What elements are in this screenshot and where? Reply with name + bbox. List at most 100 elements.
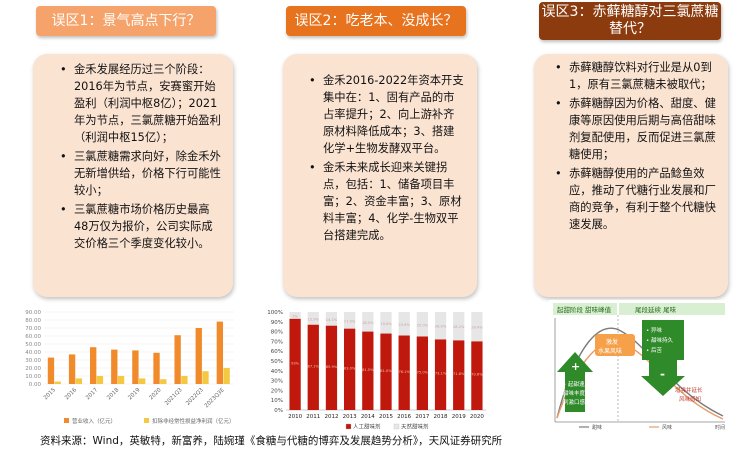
bar-natural <box>416 312 428 337</box>
legend-swatch <box>393 423 400 430</box>
bottom-data-label: 70.6% <box>471 373 483 377</box>
top-data-label: 14.1% <box>326 318 338 322</box>
sweetness-curve-diagram: 起甜阶段 甜味峰值 尾段延续 尾味 • 起甜速度 甜味丰度 刺激口感 + 激发 … <box>549 300 729 430</box>
up-box-line1: • 起甜速度 <box>563 380 590 388</box>
bar-profit <box>117 376 125 384</box>
bar-revenue <box>68 354 76 384</box>
y-tick-label: 40% <box>271 369 283 375</box>
section2-card: 金禾2016-2022年资本开支集中在：1、固有产品的市占率提升；2、向上游补齐… <box>283 54 477 297</box>
section3-bullet-2: 赤藓糖醇因为价格、甜度、健康等原因使用后期与高倍甜味剂复配使用，反而促进三氯蔗糖… <box>555 95 718 163</box>
top-data-label: 18.5% <box>362 321 374 325</box>
x-tick-label: 2018 <box>106 387 120 401</box>
y-tick-label: 70% <box>271 339 283 345</box>
bar-artificial <box>416 336 428 410</box>
bar-profit <box>75 378 82 384</box>
bottom-data-label: 73.1% <box>435 372 447 376</box>
right-box <box>642 320 684 360</box>
axis-x-label: 时间 <box>715 424 725 430</box>
right-box-line1: • 异味 <box>646 326 662 334</box>
bar-artificial <box>344 328 356 410</box>
top-data-label: 12.9% <box>308 317 320 321</box>
bar-artificial <box>434 339 447 410</box>
y-tick-label: 10.00 <box>25 374 41 380</box>
up-box-line3: 刺激口感 <box>563 398 586 406</box>
bar-revenue <box>153 352 160 384</box>
center-box-line2: 水果风味 <box>598 347 622 355</box>
bar-natural <box>344 312 356 329</box>
y-tick-label: 10% <box>271 398 283 404</box>
y-tick-label: 20.00 <box>25 366 41 372</box>
bar-natural <box>325 312 338 326</box>
bar-revenue <box>90 347 97 384</box>
x-tick-label: 2012 <box>324 414 338 420</box>
bar-revenue <box>111 349 118 384</box>
center-box-line1: 激发 <box>606 338 618 346</box>
bottom-data-label: 81.5% <box>362 368 374 372</box>
x-tick-label: 2011 <box>306 414 320 420</box>
section3-bullet-3: 赤藓糖醇使用的产品鲶鱼效应，推动了代糖行业发展和厂商的竞争，有利于整个代糖快速发… <box>555 165 718 233</box>
x-tick-label: 2014 <box>361 414 375 420</box>
y-tick-label: 0% <box>274 408 283 414</box>
bar-natural <box>362 312 374 332</box>
bar-artificial <box>325 325 338 410</box>
bar-profit <box>96 376 104 384</box>
bar-revenue <box>174 335 181 384</box>
sweetener-share-chart: 100% 90% 80% 70% 60% 50% 40% 30% 20% 10% 0% 7% 93% 20… <box>267 310 486 431</box>
x-tick-label: 2015 <box>43 387 57 401</box>
center-box <box>595 334 635 356</box>
bottom-data-label: 87.1% <box>308 364 320 368</box>
section1-bullet-1: 金禾发展经历过三个阶段：2016年为节点，安赛蜜开始盈利（利润中枢8亿）；202… <box>60 61 221 146</box>
x-tick-label: 2016 <box>397 414 411 420</box>
bar-natural <box>307 312 319 325</box>
bar-profit <box>181 376 188 384</box>
legend-swatch <box>64 418 69 423</box>
section2-bullet-2: 金禾未来成长迎来关键拐点，包括：1、储备项目丰富；2、资金丰富；3、原材料丰富；… <box>309 159 465 244</box>
bar-artificial <box>362 331 374 410</box>
bar-natural <box>434 312 447 340</box>
bar-natural <box>471 312 483 342</box>
bottom-data-label: 93% <box>291 361 300 365</box>
legend-label: 天然甜味剂 <box>401 423 429 431</box>
bar-natural <box>289 312 301 319</box>
bar-natural <box>398 312 410 336</box>
legend-label: 人工甜味剂 <box>353 423 381 431</box>
right-tag-line2: 风味感知 <box>679 395 701 403</box>
x-tick-label: 2016 <box>64 387 78 401</box>
stage2-label: 尾段延续 尾味 <box>635 305 677 314</box>
bar-revenue <box>132 350 139 384</box>
top-data-label: 28.2% <box>453 325 465 329</box>
minus-icon: - <box>660 367 665 381</box>
x-tick-label: 2019 <box>127 387 141 401</box>
bar-revenue <box>216 321 224 384</box>
x-tick-label: 2018 <box>434 414 448 420</box>
bar-profit <box>139 378 146 384</box>
top-data-label: 19.0% <box>380 322 392 326</box>
bar-artificial <box>307 324 319 410</box>
x-tick-label: 2022Q3 <box>185 387 205 407</box>
bar-natural <box>380 312 392 334</box>
legend-label: 营业收入（亿元） <box>72 417 116 425</box>
bar-profit <box>160 379 167 384</box>
top-data-label: 17.0% <box>344 319 356 323</box>
revenue-profit-chart: 90.00 80.00 70.00 60.00 50.00 40.00 30.00 20.00… <box>25 310 235 425</box>
right-tag-line1: 增强并延长 <box>675 386 703 394</box>
section3-bullet-1: 赤藓糖醇饮料对行业是从0到1，原有三氯蔗糖未被取代； <box>555 59 718 93</box>
up-arrow-icon <box>557 352 593 412</box>
y-tick-label: 100% <box>267 310 283 316</box>
x-tick-label: 2015 <box>379 414 393 420</box>
y-tick-label: 20% <box>271 388 283 394</box>
bar-artificial <box>398 335 410 410</box>
y-tick-label: 80.00 <box>25 318 41 324</box>
legend-flavor: 风味 <box>662 424 672 430</box>
section2-title: 误区2：吃老本、没成长？ <box>286 6 466 36</box>
x-tick-label: 2023Q3E <box>204 387 227 410</box>
legend-label: 扣除非经常性损益净利润（亿元） <box>152 417 235 425</box>
stage1-label: 起甜阶段 甜味峰值 <box>557 305 612 314</box>
section1-title: 误区1：景气高点下行？ <box>36 6 216 36</box>
y-tick-label: 0.00 <box>29 382 42 388</box>
x-tick-label: 2017 <box>85 387 99 401</box>
section1-card: 金禾发展经历过三个阶段：2016年为节点，安赛蜜开始盈利（利润中枢8亿）；202… <box>33 54 233 297</box>
section2-bullet-1: 金禾2016-2022年资本开支集中在：1、固有产品的市占率提升；2、向上游补齐… <box>309 72 465 157</box>
top-data-label: 7% <box>292 314 298 318</box>
legend-swatch <box>144 418 149 423</box>
